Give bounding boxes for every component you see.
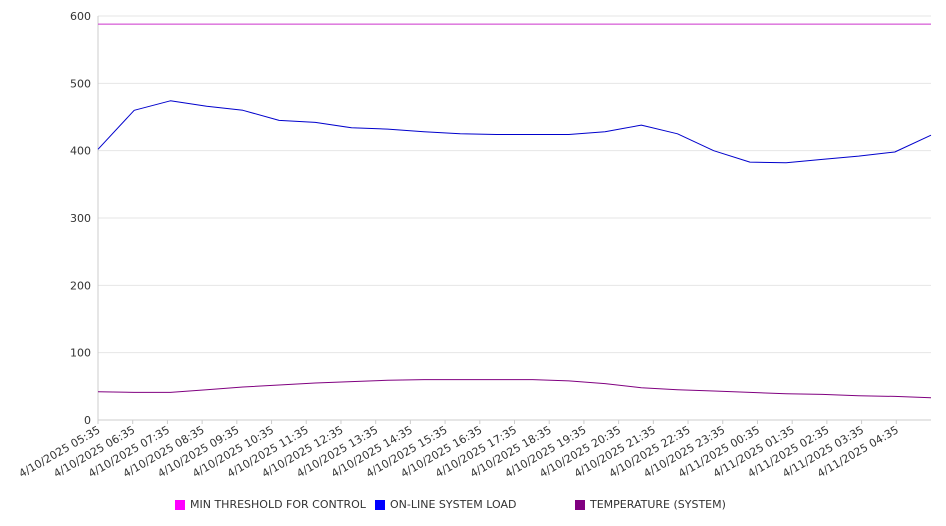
y-tick-label: 300 — [70, 212, 91, 225]
legend: MIN THRESHOLD FOR CONTROL ON-LINE SYSTEM… — [0, 498, 946, 514]
legend-label-system-load: ON-LINE SYSTEM LOAD — [390, 498, 517, 511]
y-tick-label: 200 — [70, 279, 91, 292]
legend-swatch-temperature — [575, 499, 585, 510]
y-tick-label: 500 — [70, 77, 91, 90]
y-tick-label: 0 — [84, 414, 91, 427]
legend-label-min-threshold: MIN THRESHOLD FOR CONTROL — [190, 498, 366, 511]
legend-swatch-min-threshold — [175, 499, 185, 510]
legend-label-temperature: TEMPERATURE (SYSTEM) — [590, 498, 726, 511]
y-tick-label: 600 — [70, 10, 91, 23]
grid-lines — [98, 15, 931, 354]
legend-swatch-system-load — [375, 499, 385, 510]
y-tick-label: 400 — [70, 145, 91, 158]
series-lines — [97, 23, 932, 399]
series-line-1 — [97, 100, 932, 164]
legend-item-min-threshold[interactable]: MIN THRESHOLD FOR CONTROL — [175, 498, 366, 511]
legend-item-temperature[interactable]: TEMPERATURE (SYSTEM) — [575, 498, 726, 511]
x-axis: 4/10/2025 05:354/10/2025 06:354/10/2025 … — [17, 419, 931, 480]
y-tick-label: 100 — [70, 347, 91, 360]
y-axis: 0 100 200 300 400 500 600 — [70, 10, 99, 427]
series-line-2 — [97, 379, 932, 399]
legend-item-system-load[interactable]: ON-LINE SYSTEM LOAD — [375, 498, 516, 511]
